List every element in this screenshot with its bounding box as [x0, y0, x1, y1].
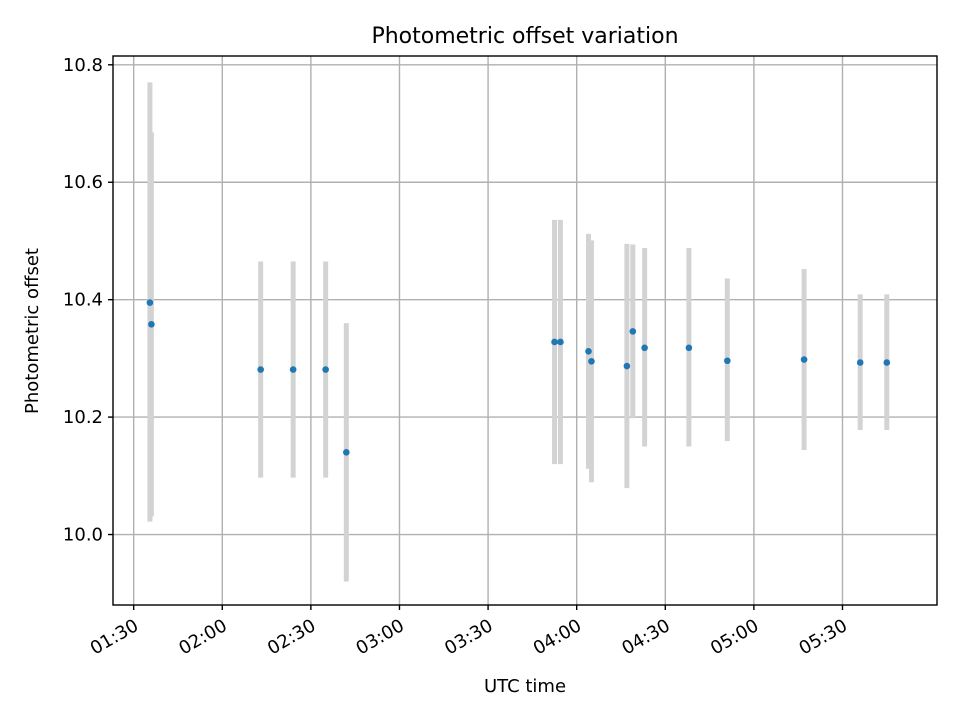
data-point — [588, 358, 595, 365]
x-tick-label: 05:00 — [707, 615, 762, 659]
data-point — [623, 362, 631, 370]
x-tick-label: 04:00 — [530, 615, 585, 659]
data-point — [629, 328, 637, 335]
data-point — [257, 366, 264, 373]
x-tick-label: 03:30 — [441, 615, 496, 659]
data-point — [343, 449, 350, 456]
data-points — [146, 299, 891, 456]
y-tick-label: 10.2 — [63, 407, 103, 428]
data-point — [557, 338, 564, 346]
data-point — [641, 344, 648, 352]
y-axis-label: Photometric offset — [22, 248, 43, 414]
data-point — [800, 356, 808, 363]
x-tick-label: 03:00 — [353, 615, 408, 659]
chart-title: Photometric offset variation — [371, 24, 678, 49]
y-tick-label: 10.4 — [63, 290, 103, 311]
data-point — [289, 366, 297, 373]
data-point — [146, 299, 154, 306]
data-point — [883, 359, 891, 366]
x-tick-label: 02:30 — [264, 615, 319, 659]
data-point — [585, 348, 592, 355]
y-axis-ticks: 10.0 10.2 10.4 10.6 10.8 — [63, 55, 113, 546]
x-tick-label: 01:30 — [87, 615, 142, 659]
data-point — [856, 359, 864, 366]
data-point — [322, 366, 329, 373]
data-point — [551, 338, 558, 346]
data-point — [685, 344, 693, 352]
error-bars — [147, 82, 890, 582]
x-axis-label: UTC time — [484, 676, 566, 697]
x-tick-label: 05:30 — [796, 615, 851, 659]
y-tick-label: 10.0 — [63, 525, 103, 546]
x-tick-label: 04:30 — [618, 615, 673, 659]
grid — [113, 56, 937, 605]
data-point — [148, 321, 155, 328]
plot-frame — [112, 55, 938, 606]
x-tick-label: 02:00 — [175, 615, 230, 659]
data-point — [724, 357, 731, 365]
y-tick-label: 10.6 — [63, 172, 103, 193]
y-tick-label: 10.8 — [63, 55, 103, 76]
x-axis-ticks: 01:30 02:00 02:30 03:00 03:30 04:00 04:30 05:00… — [87, 605, 851, 659]
